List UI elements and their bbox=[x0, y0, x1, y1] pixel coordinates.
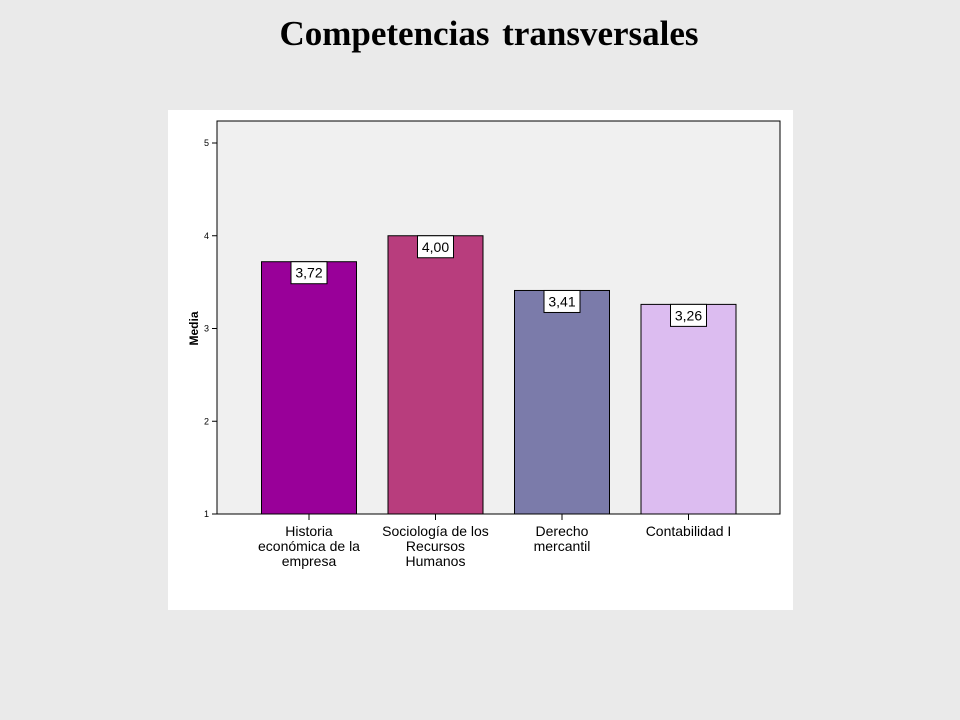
x-tick-label: Historia económica de la empresa bbox=[258, 523, 360, 569]
y-tick-label: 1 bbox=[204, 509, 209, 519]
bar bbox=[514, 289, 610, 515]
data-label: 3,41 bbox=[548, 293, 575, 309]
data-label-box bbox=[543, 289, 581, 313]
y-tick-label: 5 bbox=[204, 138, 209, 148]
y-tick-label: 3 bbox=[204, 324, 209, 334]
bar-chart: 1 2 3 4 5 Media 3,72 Historia económica de la emp… bbox=[187, 120, 781, 569]
x-tick-label: Contabilidad I bbox=[646, 523, 732, 539]
data-label: 4,00 bbox=[422, 239, 449, 255]
chart-panel: 1 2 3 4 5 Media 3,72 Historia económica de la emp… bbox=[168, 110, 793, 610]
data-label-box bbox=[417, 235, 454, 259]
page-title: Competencias transversales bbox=[279, 14, 699, 53]
data-label: 3,26 bbox=[675, 307, 702, 323]
y-tick-label: 4 bbox=[204, 231, 209, 241]
bar bbox=[261, 261, 357, 515]
data-label: 3,72 bbox=[295, 265, 322, 281]
x-tick-label: Derecho mercantil bbox=[534, 523, 591, 554]
y-axis-title: Media bbox=[187, 311, 201, 345]
bar bbox=[387, 235, 484, 515]
y-tick-label: 2 bbox=[204, 416, 209, 426]
bar bbox=[640, 303, 737, 515]
data-label-box bbox=[670, 303, 707, 327]
data-label-box bbox=[290, 261, 328, 285]
x-tick-label: Sociología de los Recursos Humanos bbox=[382, 523, 489, 569]
